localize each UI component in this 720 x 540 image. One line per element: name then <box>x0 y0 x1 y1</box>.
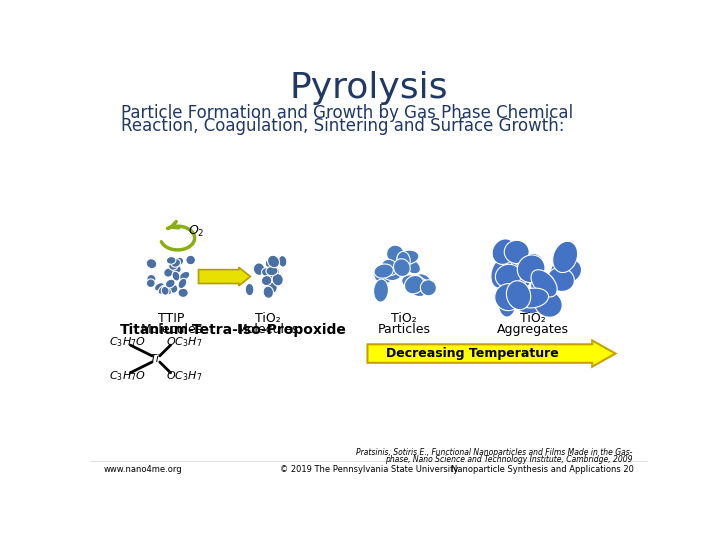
Ellipse shape <box>397 250 419 265</box>
Ellipse shape <box>512 292 542 314</box>
Ellipse shape <box>405 275 424 294</box>
Ellipse shape <box>261 267 274 277</box>
Ellipse shape <box>166 256 176 264</box>
Text: $C_3H_7O$: $C_3H_7O$ <box>109 335 146 349</box>
Ellipse shape <box>517 255 545 282</box>
Ellipse shape <box>393 259 410 276</box>
Text: Decreasing Temperature: Decreasing Temperature <box>386 347 559 360</box>
Ellipse shape <box>263 286 274 298</box>
Ellipse shape <box>382 259 397 275</box>
Ellipse shape <box>402 258 420 274</box>
Ellipse shape <box>382 267 401 281</box>
Ellipse shape <box>547 267 575 292</box>
Ellipse shape <box>162 286 171 295</box>
Ellipse shape <box>172 271 180 281</box>
Ellipse shape <box>506 281 531 309</box>
Ellipse shape <box>497 265 526 294</box>
Ellipse shape <box>413 274 432 292</box>
Text: Particles: Particles <box>377 323 431 336</box>
Ellipse shape <box>531 273 554 296</box>
Text: $C_3H_7O$: $C_3H_7O$ <box>109 369 146 383</box>
Text: $OC_3H_7$: $OC_3H_7$ <box>166 369 202 383</box>
Ellipse shape <box>166 279 175 288</box>
Text: Nanoparticle Synthesis and Applications 20: Nanoparticle Synthesis and Applications … <box>451 464 634 474</box>
Text: TiO₂: TiO₂ <box>256 313 281 326</box>
Ellipse shape <box>397 252 410 270</box>
Ellipse shape <box>178 278 186 289</box>
Text: www.nano4me.org: www.nano4me.org <box>104 464 183 474</box>
Ellipse shape <box>271 266 279 276</box>
Text: $O_2$: $O_2$ <box>189 224 205 239</box>
Ellipse shape <box>178 288 189 298</box>
Ellipse shape <box>147 274 156 284</box>
Ellipse shape <box>253 263 265 275</box>
Ellipse shape <box>402 275 422 289</box>
Ellipse shape <box>171 259 181 267</box>
Ellipse shape <box>522 253 546 285</box>
Ellipse shape <box>517 288 549 308</box>
Text: Particle Formation and Growth by Gas Phase Chemical: Particle Formation and Growth by Gas Pha… <box>121 104 573 122</box>
Ellipse shape <box>271 275 282 286</box>
Ellipse shape <box>171 265 181 274</box>
Ellipse shape <box>506 261 534 289</box>
Ellipse shape <box>420 280 436 296</box>
Ellipse shape <box>168 261 178 270</box>
Ellipse shape <box>163 268 174 277</box>
Ellipse shape <box>265 258 279 269</box>
Text: Ti: Ti <box>150 354 160 364</box>
Ellipse shape <box>387 245 404 262</box>
Ellipse shape <box>374 279 388 302</box>
Ellipse shape <box>491 257 513 288</box>
Ellipse shape <box>179 272 190 280</box>
Ellipse shape <box>409 275 426 294</box>
Text: phase, Nano Science and Technology Institute, Cambridge, 2009: phase, Nano Science and Technology Insti… <box>385 455 632 463</box>
Ellipse shape <box>534 291 562 317</box>
Ellipse shape <box>161 286 169 295</box>
Ellipse shape <box>498 261 521 286</box>
Ellipse shape <box>531 270 557 297</box>
FancyArrow shape <box>199 267 251 286</box>
Ellipse shape <box>261 275 271 286</box>
Ellipse shape <box>551 258 582 284</box>
Text: TiO₂: TiO₂ <box>391 313 417 326</box>
Ellipse shape <box>492 239 516 265</box>
Ellipse shape <box>279 255 287 267</box>
Ellipse shape <box>272 273 283 286</box>
Ellipse shape <box>186 255 195 265</box>
Ellipse shape <box>374 265 393 284</box>
Ellipse shape <box>410 278 429 296</box>
Text: Pyrolysis: Pyrolysis <box>289 71 449 105</box>
Ellipse shape <box>266 282 277 294</box>
Text: TiO₂: TiO₂ <box>521 313 546 326</box>
Ellipse shape <box>553 241 577 273</box>
Text: $OC_3H_7$: $OC_3H_7$ <box>166 335 202 349</box>
FancyArrow shape <box>367 340 616 367</box>
Text: Pratsinis, Sotiris E., Functional Nanoparticles and Films Made in the Gas-: Pratsinis, Sotiris E., Functional Nanopa… <box>356 448 632 457</box>
Text: Titanium-Tetra-Iso-Propoxide: Titanium-Tetra-Iso-Propoxide <box>120 323 346 338</box>
Ellipse shape <box>158 285 167 294</box>
Ellipse shape <box>146 259 157 269</box>
Text: TTIP: TTIP <box>158 313 184 326</box>
Ellipse shape <box>155 282 164 291</box>
Text: Molecules: Molecules <box>237 323 300 336</box>
Ellipse shape <box>263 277 272 288</box>
Ellipse shape <box>175 257 184 265</box>
Ellipse shape <box>168 284 178 293</box>
Ellipse shape <box>374 264 393 278</box>
Text: © 2019 The Pennsylvania State University: © 2019 The Pennsylvania State University <box>280 464 458 474</box>
Text: Aggregates: Aggregates <box>498 323 570 336</box>
Ellipse shape <box>498 286 516 317</box>
Ellipse shape <box>268 255 279 268</box>
Ellipse shape <box>495 264 521 288</box>
Ellipse shape <box>146 279 156 287</box>
Ellipse shape <box>246 284 254 296</box>
Ellipse shape <box>504 240 529 264</box>
Text: Molecules: Molecules <box>140 323 202 336</box>
Text: Reaction, Coagulation, Sintering and Surface Growth:: Reaction, Coagulation, Sintering and Sur… <box>121 117 564 136</box>
Ellipse shape <box>269 269 278 280</box>
Ellipse shape <box>495 284 522 310</box>
Ellipse shape <box>266 266 278 276</box>
